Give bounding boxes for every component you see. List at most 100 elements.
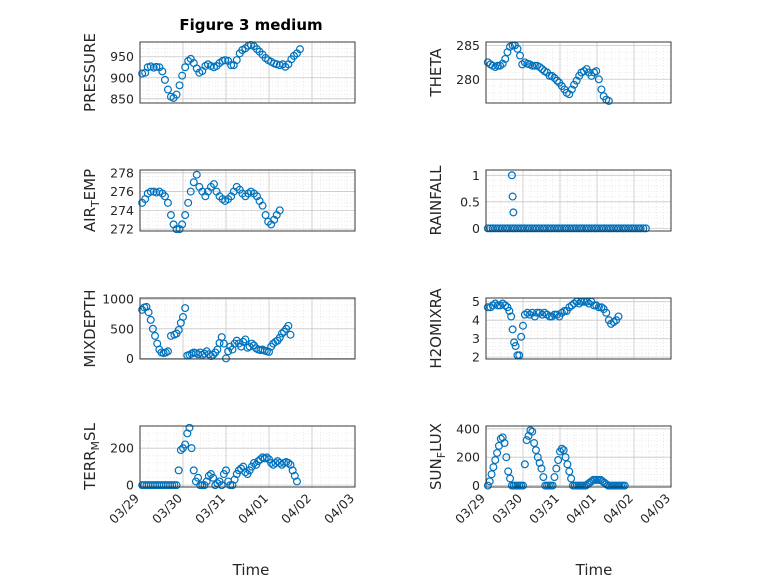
- data-point-3: [528, 224, 537, 233]
- data-point-6: [194, 473, 203, 482]
- data-point-5: [614, 312, 623, 321]
- data-point-1: [592, 67, 601, 76]
- y-tick-label-4: 500: [110, 321, 134, 336]
- data-point-2: [163, 198, 172, 207]
- panel-bg-0: [140, 42, 355, 103]
- data-point-4: [241, 335, 250, 344]
- data-point-1: [493, 61, 502, 70]
- panel-bg-6: [140, 426, 355, 487]
- data-point-3: [584, 224, 593, 233]
- data-point-3: [520, 224, 529, 233]
- data-point-3: [621, 224, 630, 233]
- data-point-3: [617, 224, 626, 233]
- data-point-5: [545, 312, 554, 321]
- data-point-2: [209, 180, 218, 189]
- y-tick-label-0: 950: [110, 49, 134, 64]
- data-point-5: [553, 310, 562, 319]
- data-point-5: [550, 310, 559, 319]
- data-point-7: [550, 473, 559, 482]
- data-point-2: [186, 187, 195, 196]
- data-point-7: [602, 480, 611, 489]
- data-point-0: [160, 75, 169, 84]
- y-axis-label-6: TERRMSL: [81, 422, 102, 491]
- data-point-4: [163, 347, 172, 356]
- data-point-6: [185, 423, 194, 432]
- data-point-3: [570, 224, 579, 233]
- data-point-0: [172, 90, 181, 99]
- data-point-4: [224, 347, 233, 356]
- data-point-2: [261, 211, 270, 220]
- y-tick-label-1: 285: [456, 38, 480, 53]
- y-tick-label-2: 272: [110, 222, 134, 237]
- y-axis-label-1: THETA: [427, 48, 445, 98]
- x-tick-label-6: 03/30: [149, 490, 185, 526]
- data-point-1: [501, 54, 510, 63]
- data-point-2: [166, 211, 175, 220]
- data-point-2: [181, 211, 190, 220]
- data-point-4: [142, 302, 151, 311]
- y-tick-label-5: 5: [472, 294, 480, 309]
- y-tick-label-5: 2: [472, 350, 480, 365]
- y-tick-label-2: 276: [110, 184, 134, 199]
- data-point-0: [232, 56, 241, 65]
- data-point-6: [176, 446, 185, 455]
- x-tick-label-7: 04/03: [637, 491, 673, 527]
- data-point-1: [550, 73, 559, 82]
- data-point-4: [247, 339, 256, 348]
- data-point-5: [518, 321, 527, 330]
- data-point-2: [252, 192, 261, 201]
- data-point-3: [590, 224, 599, 233]
- y-axis-label-4: MIXDEPTH: [81, 289, 99, 367]
- x-tick-label-7: 04/02: [600, 491, 636, 527]
- data-point-3: [553, 224, 562, 233]
- data-point-1: [597, 85, 606, 94]
- data-point-7: [559, 446, 568, 455]
- data-point-7: [489, 463, 498, 472]
- data-point-2: [201, 192, 210, 201]
- data-point-0: [295, 45, 304, 54]
- data-point-3: [631, 224, 640, 233]
- data-point-6: [168, 481, 177, 490]
- figure-title: Figure 3 medium: [179, 16, 322, 34]
- data-point-7: [504, 467, 513, 476]
- x-tick-label-7: 04/01: [563, 491, 599, 527]
- data-point-3: [597, 224, 606, 233]
- data-point-4: [174, 325, 183, 334]
- data-point-7: [548, 481, 557, 490]
- data-point-6: [209, 473, 218, 482]
- data-point-5: [575, 299, 584, 308]
- y-tick-label-5: 4: [472, 313, 480, 328]
- panel-bg-3: [486, 170, 671, 231]
- data-point-7: [522, 436, 531, 445]
- data-point-4: [151, 331, 160, 340]
- y-axis-label-2: AIRTEMP: [81, 169, 102, 232]
- data-point-3: [607, 224, 616, 233]
- data-point-4: [181, 304, 190, 313]
- data-point-3: [580, 224, 589, 233]
- data-point-6: [187, 444, 196, 453]
- axes-box-6: [139, 425, 356, 488]
- data-point-3: [594, 224, 603, 233]
- data-point-7: [563, 460, 572, 469]
- x-tick-label-6: 03/31: [192, 491, 228, 527]
- data-point-6: [181, 440, 190, 449]
- data-point-2: [192, 170, 201, 179]
- data-point-6: [172, 481, 181, 490]
- data-point-3: [612, 224, 621, 233]
- data-point-4: [284, 321, 293, 330]
- data-point-6: [174, 466, 183, 475]
- y-tick-label-5: 3: [472, 331, 480, 346]
- y-tick-label-2: 278: [110, 165, 134, 180]
- data-point-0: [252, 45, 261, 54]
- data-point-7: [530, 439, 539, 448]
- data-point-2: [270, 215, 279, 224]
- data-point-0: [163, 85, 172, 94]
- data-point-7: [526, 426, 535, 435]
- axes-box-4: [139, 297, 356, 360]
- y-tick-label-0: 900: [110, 70, 134, 85]
- data-point-3: [525, 224, 534, 233]
- data-point-3: [557, 224, 566, 233]
- data-point-7: [533, 453, 542, 462]
- data-point-6: [249, 458, 258, 467]
- data-point-2: [178, 220, 187, 229]
